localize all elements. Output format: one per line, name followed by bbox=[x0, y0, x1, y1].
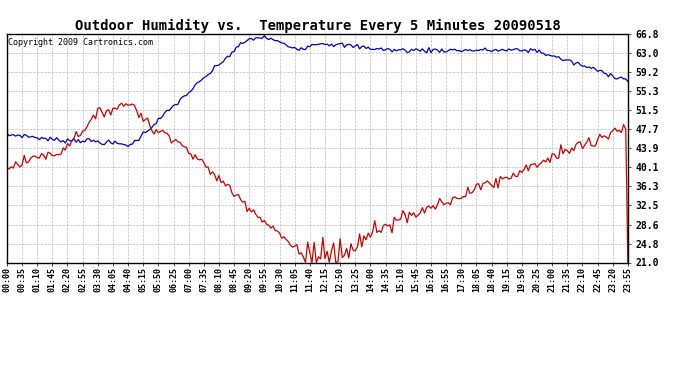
Text: Copyright 2009 Cartronics.com: Copyright 2009 Cartronics.com bbox=[8, 38, 153, 47]
Title: Outdoor Humidity vs.  Temperature Every 5 Minutes 20090518: Outdoor Humidity vs. Temperature Every 5… bbox=[75, 18, 560, 33]
